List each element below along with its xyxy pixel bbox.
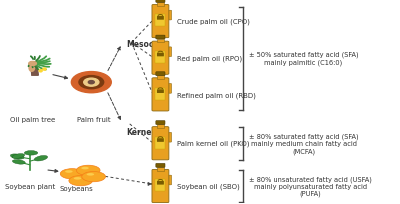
- Ellipse shape: [76, 165, 100, 176]
- FancyBboxPatch shape: [166, 84, 172, 94]
- Text: Kernel: Kernel: [126, 127, 154, 136]
- Text: Crude palm oil (CPO): Crude palm oil (CPO): [177, 19, 250, 25]
- Circle shape: [88, 81, 94, 84]
- Text: Soybean oil (SBO): Soybean oil (SBO): [177, 183, 240, 189]
- FancyBboxPatch shape: [156, 0, 165, 3]
- FancyBboxPatch shape: [166, 11, 172, 21]
- Ellipse shape: [65, 170, 73, 173]
- Ellipse shape: [24, 151, 38, 155]
- Circle shape: [71, 72, 111, 93]
- Bar: [157, 3, 164, 7]
- Text: Soybeans: Soybeans: [59, 185, 93, 191]
- Ellipse shape: [10, 154, 24, 159]
- FancyBboxPatch shape: [166, 175, 172, 185]
- Circle shape: [29, 62, 36, 66]
- FancyBboxPatch shape: [156, 36, 165, 40]
- FancyBboxPatch shape: [156, 72, 165, 76]
- Ellipse shape: [28, 65, 35, 73]
- Ellipse shape: [12, 160, 25, 164]
- Ellipse shape: [42, 68, 47, 72]
- Polygon shape: [31, 62, 38, 76]
- Ellipse shape: [38, 70, 43, 73]
- Text: ± 50% saturated fatty acid (SFA)
mainly palmitic (C16:0): ± 50% saturated fatty acid (SFA) mainly …: [249, 51, 358, 65]
- Ellipse shape: [12, 154, 25, 159]
- FancyBboxPatch shape: [156, 121, 165, 125]
- Circle shape: [84, 79, 99, 87]
- Bar: [156, 180, 165, 191]
- Ellipse shape: [69, 176, 92, 186]
- Ellipse shape: [74, 177, 81, 180]
- FancyBboxPatch shape: [152, 78, 169, 111]
- Text: ± 80% saturated fatty acid (SFA)
mainly medium chain fatty acid
(MCFA): ± 80% saturated fatty acid (SFA) mainly …: [249, 133, 358, 154]
- Bar: [156, 88, 165, 100]
- Text: Palm kernel oil (PKO): Palm kernel oil (PKO): [177, 140, 250, 147]
- FancyBboxPatch shape: [166, 48, 172, 57]
- Text: Soybean plant: Soybean plant: [5, 183, 55, 189]
- Bar: [156, 137, 165, 149]
- FancyBboxPatch shape: [152, 170, 169, 203]
- FancyBboxPatch shape: [166, 133, 172, 142]
- Bar: [157, 76, 164, 80]
- Ellipse shape: [81, 167, 89, 170]
- FancyBboxPatch shape: [157, 139, 164, 142]
- Ellipse shape: [87, 173, 94, 176]
- FancyBboxPatch shape: [157, 90, 164, 93]
- FancyBboxPatch shape: [152, 42, 169, 75]
- Text: Mesocarp: Mesocarp: [126, 40, 168, 49]
- Text: Refined palm oil (RBD): Refined palm oil (RBD): [177, 92, 256, 98]
- FancyBboxPatch shape: [156, 164, 165, 167]
- Circle shape: [79, 76, 104, 89]
- Ellipse shape: [34, 156, 48, 161]
- Text: Palm fruit: Palm fruit: [77, 116, 111, 122]
- Bar: [157, 124, 164, 128]
- Bar: [156, 15, 165, 27]
- FancyBboxPatch shape: [152, 127, 169, 160]
- FancyBboxPatch shape: [152, 6, 169, 39]
- Bar: [157, 167, 164, 171]
- Text: Red palm oil (RPO): Red palm oil (RPO): [177, 55, 242, 62]
- Ellipse shape: [60, 169, 84, 179]
- FancyBboxPatch shape: [157, 17, 164, 21]
- Ellipse shape: [82, 172, 106, 182]
- Text: Oil palm tree: Oil palm tree: [10, 116, 55, 122]
- Bar: [156, 52, 165, 64]
- FancyBboxPatch shape: [157, 53, 164, 57]
- Bar: [157, 39, 164, 43]
- Text: ± 80% unsaturated fatty acid (USFA)
mainly polyunsaturated fatty acid
(PUFA): ± 80% unsaturated fatty acid (USFA) main…: [249, 176, 372, 196]
- FancyBboxPatch shape: [157, 181, 164, 185]
